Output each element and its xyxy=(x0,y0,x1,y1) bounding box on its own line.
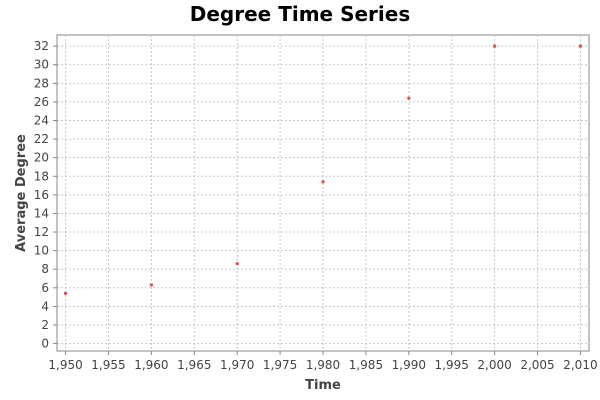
x-tick-label: 1,955 xyxy=(91,358,125,372)
y-tick-label: 2 xyxy=(41,318,49,332)
x-tick-label: 1,990 xyxy=(392,358,426,372)
y-tick-label: 14 xyxy=(34,206,49,220)
y-tick-label: 4 xyxy=(41,299,49,313)
y-tick-label: 18 xyxy=(34,169,49,183)
x-tick-label: 2,010 xyxy=(563,358,597,372)
x-tick-label: 2,005 xyxy=(520,358,554,372)
y-tick-label: 28 xyxy=(34,76,49,90)
x-tick-label: 1,960 xyxy=(134,358,168,372)
y-tick-label: 6 xyxy=(41,281,49,295)
x-axis: 1,950 1,955 1,960 1,965 1,970 1,975 1,980 1,985… xyxy=(48,350,598,372)
y-tick-label: 30 xyxy=(34,58,49,72)
x-tick-label: 1,980 xyxy=(306,358,340,372)
y-axis-label: Average Degree xyxy=(14,134,29,252)
data-point xyxy=(235,262,239,266)
y-tick-label: 20 xyxy=(34,151,49,165)
x-tick-label: 1,970 xyxy=(220,358,254,372)
y-tick-label: 16 xyxy=(34,188,49,202)
x-tick-label: 1,975 xyxy=(263,358,297,372)
y-tick-label: 10 xyxy=(34,244,49,258)
x-tick-label: 1,965 xyxy=(177,358,211,372)
y-tick-label: 26 xyxy=(34,95,49,109)
chart-title: Degree Time Series xyxy=(190,2,410,26)
data-points xyxy=(64,44,582,295)
data-point xyxy=(493,44,497,48)
data-point xyxy=(149,283,153,287)
y-tick-label: 32 xyxy=(34,39,49,53)
x-tick-label: 1,985 xyxy=(349,358,383,372)
grid-layer xyxy=(57,35,589,351)
x-axis-label: Time xyxy=(305,378,341,393)
data-point xyxy=(407,96,411,100)
data-point xyxy=(64,291,68,295)
y-tick-label: 24 xyxy=(34,114,49,128)
y-tick-label: 0 xyxy=(41,337,49,351)
x-tick-label: 1,995 xyxy=(435,358,469,372)
data-point xyxy=(578,44,582,48)
y-tick-label: 12 xyxy=(34,225,49,239)
y-tick-label: 8 xyxy=(41,262,49,276)
x-tick-label: 1,950 xyxy=(48,358,82,372)
y-tick-label: 22 xyxy=(34,132,49,146)
x-tick-label: 2,000 xyxy=(477,358,511,372)
data-point xyxy=(321,180,325,184)
